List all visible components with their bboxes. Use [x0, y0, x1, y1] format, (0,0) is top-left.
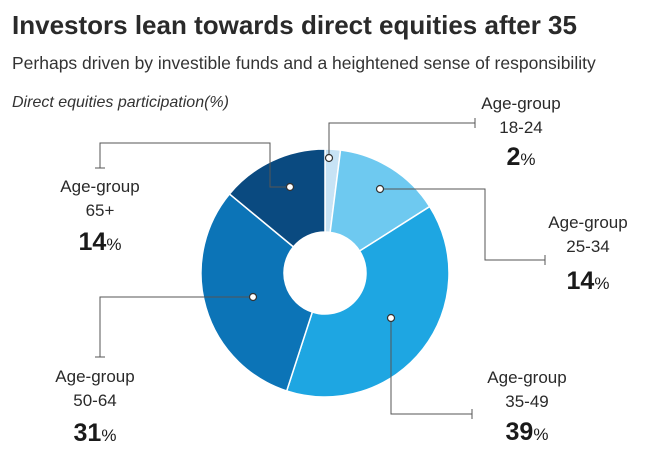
donut-slice-35-49 [285, 205, 450, 398]
leader-line-50-64 [99, 296, 253, 357]
leader-line-35-49 [390, 318, 472, 415]
leader-dot-18-24 [324, 153, 334, 163]
leader-lines [95, 118, 546, 419]
slice-label-title-35-49: Age-group [487, 368, 566, 387]
slice-value-18-24: 2% [506, 143, 535, 171]
slice-value-35-49: 39% [506, 418, 549, 446]
slice-label-title-25-34: Age-group [548, 213, 627, 232]
donut-slice-50-64 [200, 192, 314, 392]
slice-value-25-34: 14% [567, 267, 610, 295]
chart-title: Investors lean towards direct equities a… [12, 10, 577, 40]
leader-dot-35-49 [386, 313, 396, 323]
slice-label-group-25-34: 25-34 [566, 237, 609, 256]
chart-subtitle: Perhaps driven by investible funds and a… [12, 53, 596, 73]
slice-label-title-18-24: Age-group [481, 94, 560, 113]
leader-line-65plus [99, 142, 290, 188]
slice-label-group-65plus: 65+ [86, 201, 115, 220]
slice-label-group-18-24: 18-24 [499, 118, 542, 137]
leader-line-25-34 [380, 188, 545, 261]
slice-label-group-35-49: 35-49 [505, 392, 548, 411]
slice-label-title-65plus: Age-group [60, 177, 139, 196]
slice-label-title-50-64: Age-group [55, 367, 134, 386]
donut-slices [200, 148, 450, 398]
leader-dot-25-34 [375, 184, 385, 194]
leader-line-18-24 [328, 122, 475, 158]
slice-value-50-64: 31% [74, 419, 117, 447]
donut-slice-65plus [228, 148, 326, 248]
leader-dot-50-64 [248, 292, 258, 302]
slice-labels: Age-group 18-24 2% Age-group 25-34 14% Age-gro… [55, 94, 627, 447]
slice-label-group-50-64: 50-64 [73, 391, 116, 410]
slice-value-65plus: 14% [79, 228, 122, 256]
chart-measure-label: Direct equities participation(%) [12, 94, 229, 111]
donut-slice-25-34 [329, 149, 431, 253]
leader-dot-65plus [285, 182, 295, 192]
